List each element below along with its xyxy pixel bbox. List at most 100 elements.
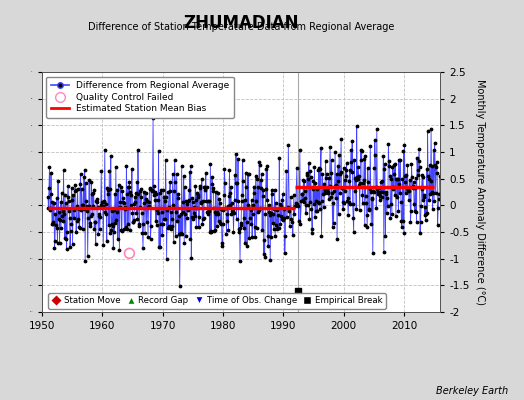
- Point: [302, 210, 310, 216]
- Point: [236, 258, 244, 264]
- Point: [74, 206, 83, 212]
- Point: [406, 176, 414, 183]
- Point: [422, 211, 430, 217]
- Point: [294, 218, 303, 224]
- Point: [312, 207, 320, 214]
- Text: ZHUMADIAN: ZHUMADIAN: [183, 14, 299, 32]
- Point: [231, 197, 239, 203]
- Point: [226, 190, 235, 196]
- Point: [124, 184, 132, 190]
- Point: [171, 233, 180, 240]
- Point: [254, 184, 263, 190]
- Point: [192, 224, 201, 230]
- Point: [168, 216, 176, 222]
- Point: [99, 203, 107, 210]
- Point: [405, 197, 413, 204]
- Point: [81, 180, 90, 186]
- Point: [49, 218, 58, 225]
- Point: [44, 205, 52, 211]
- Point: [366, 143, 375, 149]
- Point: [48, 221, 56, 227]
- Point: [189, 198, 197, 205]
- Point: [56, 217, 64, 223]
- Point: [204, 198, 212, 204]
- Point: [369, 188, 377, 194]
- Point: [233, 180, 241, 186]
- Point: [409, 183, 417, 190]
- Point: [168, 171, 177, 177]
- Point: [410, 207, 419, 214]
- Point: [417, 203, 425, 210]
- Point: [69, 192, 77, 198]
- Point: [72, 229, 80, 236]
- Point: [273, 207, 281, 214]
- Point: [202, 198, 211, 204]
- Point: [204, 211, 213, 217]
- Point: [101, 209, 110, 216]
- Point: [66, 244, 74, 250]
- Point: [317, 145, 325, 151]
- Point: [431, 190, 440, 196]
- Point: [372, 184, 380, 190]
- Point: [210, 228, 219, 234]
- Point: [55, 209, 63, 215]
- Point: [258, 193, 267, 199]
- Point: [300, 178, 309, 184]
- Point: [178, 230, 187, 237]
- Point: [202, 170, 210, 176]
- Point: [425, 161, 434, 168]
- Point: [218, 240, 226, 246]
- Point: [175, 212, 183, 219]
- Point: [146, 236, 155, 242]
- Point: [53, 240, 62, 246]
- Point: [141, 230, 149, 236]
- Point: [376, 192, 385, 199]
- Point: [319, 181, 328, 187]
- Point: [230, 210, 238, 216]
- Point: [402, 171, 411, 178]
- Text: Berkeley Earth: Berkeley Earth: [436, 386, 508, 396]
- Point: [252, 173, 260, 179]
- Point: [96, 214, 104, 220]
- Point: [282, 214, 291, 220]
- Point: [118, 195, 127, 201]
- Point: [168, 223, 177, 229]
- Point: [279, 217, 288, 223]
- Point: [132, 210, 140, 216]
- Point: [315, 165, 324, 171]
- Point: [181, 184, 189, 191]
- Point: [224, 203, 232, 210]
- Point: [304, 202, 312, 208]
- Point: [150, 182, 158, 189]
- Point: [69, 207, 78, 214]
- Point: [428, 189, 436, 195]
- Point: [387, 201, 395, 207]
- Point: [262, 166, 270, 172]
- Point: [136, 188, 144, 194]
- Point: [124, 221, 133, 228]
- Point: [222, 205, 230, 212]
- Point: [71, 182, 79, 188]
- Point: [193, 204, 202, 211]
- Point: [245, 235, 253, 241]
- Point: [327, 194, 335, 200]
- Point: [339, 206, 347, 212]
- Point: [177, 210, 185, 217]
- Point: [120, 226, 128, 232]
- Point: [155, 148, 163, 154]
- Point: [58, 208, 67, 214]
- Point: [93, 196, 101, 202]
- Point: [139, 220, 148, 227]
- Point: [330, 183, 339, 190]
- Point: [156, 221, 165, 227]
- Point: [362, 200, 370, 206]
- Point: [296, 147, 304, 154]
- Point: [347, 169, 356, 175]
- Point: [211, 209, 219, 215]
- Point: [353, 123, 361, 130]
- Point: [328, 156, 336, 163]
- Point: [95, 226, 104, 232]
- Point: [258, 226, 266, 233]
- Point: [236, 220, 245, 226]
- Point: [156, 244, 165, 250]
